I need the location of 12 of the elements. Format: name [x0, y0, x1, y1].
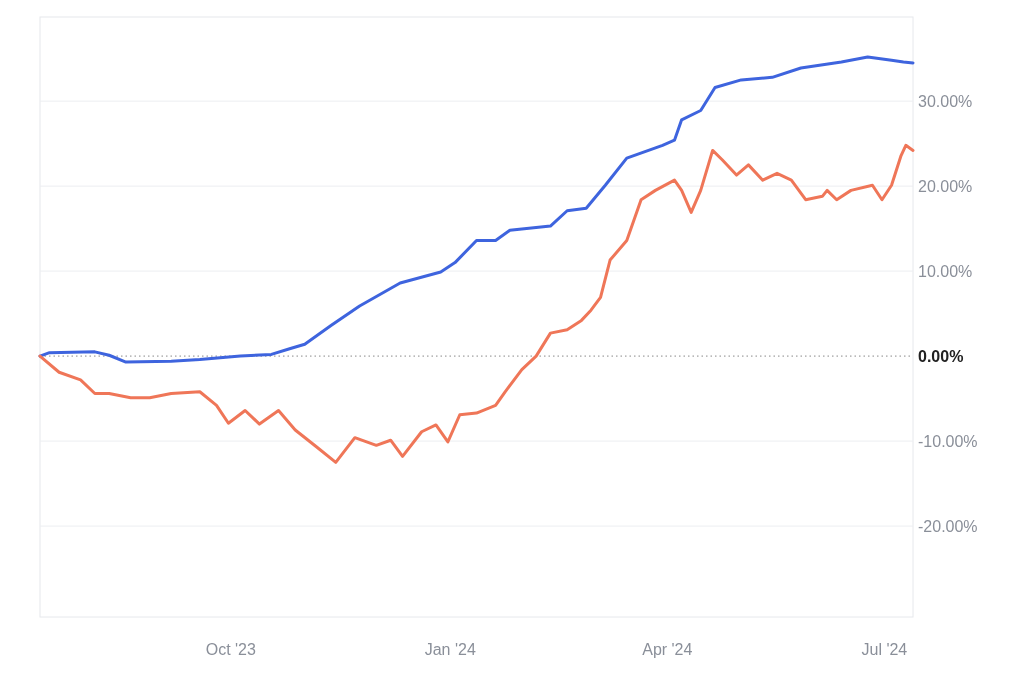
y-tick-label: 30.00% [918, 92, 973, 110]
y-tick-label: 10.00% [918, 262, 973, 280]
x-tick-label: Jan '24 [424, 641, 476, 658]
y-tick-label: -10.00% [918, 432, 978, 450]
y-tick-label: 20.00% [918, 177, 973, 195]
line-series [38, 143, 915, 464]
ref-line-label: 0.00% [918, 347, 964, 365]
x-tick-label: Apr '24 [642, 641, 693, 658]
x-tick-label: Oct '23 [205, 641, 257, 658]
line-series [38, 55, 915, 364]
x-tick-label: Jul '24 [861, 641, 908, 658]
y-tick-label: -20.00% [918, 517, 978, 535]
